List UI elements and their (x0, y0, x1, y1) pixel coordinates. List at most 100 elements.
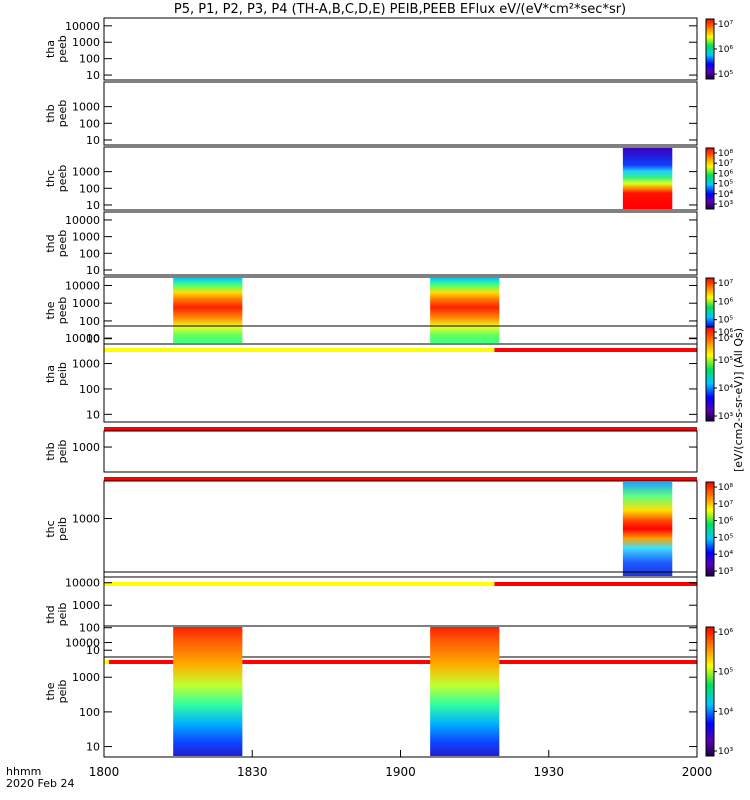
y-tick-label: 1000 (72, 441, 100, 454)
panel-frame (103, 480, 698, 578)
y-tick-label: 10 (86, 69, 100, 82)
colorbar-tick-label: 10⁸ (718, 149, 733, 159)
colorbar-tick-label: 10⁵ (718, 70, 733, 80)
x-tick-label: 1830 (237, 765, 268, 779)
panel-label: thbpeib (44, 440, 69, 464)
y-tick-label: 100 (79, 383, 100, 396)
panel-label: thdpeib (44, 603, 69, 627)
status-bar-segment (494, 348, 697, 352)
colorbar-tick-label: 10³ (718, 412, 733, 422)
panel-the-peib: 10000 1000 100 10 thepeib 10⁶ 10⁵ 10⁴ 10³ (44, 625, 733, 758)
y-tick-label: 1000 (72, 231, 100, 244)
spectrogram-block (173, 627, 243, 756)
y-tick-label: 10000 (65, 577, 100, 590)
y-tick-label: 1000 (72, 36, 100, 49)
y-tick-label: 100 (79, 247, 100, 260)
colorbar (705, 481, 715, 577)
colorbar-tick-label: 10⁴ (718, 334, 733, 344)
colorbar-tick-label: 10⁷ (718, 279, 733, 289)
panel-thd-peib: 10000 1000 100 10 thdpeib (44, 571, 698, 664)
figure-title: P5, P1, P2, P3, P4 (TH-A,B,C,D,E) PEIB,P… (174, 2, 626, 17)
colorbar-tick-label: 10⁶ (718, 297, 733, 307)
x-tick-label: 1930 (533, 765, 564, 779)
y-tick-label: 100 (79, 622, 100, 635)
panel-label: thapeeb (44, 35, 69, 63)
status-bar-segment (104, 582, 495, 586)
colorbar-tick-label: 10⁴ (718, 384, 733, 394)
y-tick-label: 10000 (65, 332, 100, 345)
y-tick-label: 100 (79, 53, 100, 66)
y-tick-label: 10 (86, 199, 100, 212)
time-axis: 1800 1830 1900 1930 2000 [eV/(cm2-s-sr-eV)] (… (89, 328, 745, 779)
panel-frame (103, 211, 698, 276)
panel-label: thepeib (44, 680, 69, 704)
panel-frame (103, 276, 698, 345)
y-tick-label: 1000 (72, 297, 100, 310)
y-tick-label: 10 (86, 644, 100, 657)
panel-thb-peeb: 1000 100 10 thbpeeb (44, 81, 698, 147)
colorbar-tick-label: 10⁷ (718, 500, 733, 510)
x-tick-label: 2000 (682, 765, 713, 779)
colorbar-tick-label: 10⁴ (718, 707, 733, 717)
status-bar-segment (104, 427, 697, 431)
colorbar-label: [eV/(cm2-s-sr-eV)] (All Qs) (732, 328, 745, 472)
colorbar-tick-label: 10⁵ (718, 356, 733, 366)
y-tick-label: 10 (86, 333, 100, 346)
panel-label: thbpeeb (44, 100, 69, 128)
colorbar-tick-label: 10³ (718, 747, 733, 757)
colorbar-tick-label: 10⁶ (718, 45, 733, 55)
status-bar-segment (104, 348, 495, 352)
panel-frame (103, 81, 698, 146)
y-tick-label: 100 (79, 706, 100, 719)
spectrogram-block (430, 278, 500, 343)
colorbar-tick-label: 10⁵ (718, 316, 733, 326)
panel-label: thdpeeb (44, 230, 69, 258)
panel-label: thapeib (44, 362, 69, 386)
status-bar-segment (104, 660, 109, 664)
colorbar-tick-label: 10⁴ (718, 190, 733, 200)
y-tick-label: 1000 (72, 671, 100, 684)
colorbar-tick-label: 10⁵ (718, 180, 733, 190)
time-unit-label: hhmm (6, 765, 41, 778)
colorbar (705, 326, 715, 422)
y-tick-label: 10000 (65, 214, 100, 227)
spectrogram-block (430, 627, 500, 756)
y-tick-label: 1000 (72, 166, 100, 179)
y-tick-label: 10000 (65, 20, 100, 33)
y-tick-label: 10000 (65, 637, 100, 650)
colorbar-tick-label: 10⁵ (718, 533, 733, 543)
colorbar (705, 626, 715, 757)
x-tick-label: 1800 (89, 765, 120, 779)
y-tick-label: 100 (79, 315, 100, 328)
panel-the-peeb: 10000 1000 100 10 thepeeb 10⁷ 10⁶ 10⁵ 10⁴ (44, 276, 733, 352)
y-tick-label: 10 (86, 408, 100, 421)
colorbar-tick-label: 10⁵ (718, 668, 733, 678)
status-bar-segment (104, 477, 697, 481)
y-tick-label: 10 (86, 134, 100, 147)
y-tick-label: 10 (86, 264, 100, 277)
panel-group: 10000100010010thapeeb10⁷10⁶10⁵100010010t… (44, 17, 733, 758)
colorbar-tick-label: 10⁸ (718, 483, 733, 493)
colorbar-tick-label: 10⁶ (718, 628, 733, 638)
panel-tha-peeb: 10000 1000 100 10 thapeeb 10⁷ 10⁶ 10⁵ (44, 17, 733, 82)
panel-frame (103, 325, 698, 423)
y-tick-label: 1000 (72, 513, 100, 526)
spectrogram-block (622, 148, 673, 209)
colorbar-tick-label: 10⁴ (718, 550, 733, 560)
colorbar-tick-label: 10⁶ (718, 169, 733, 179)
status-bar-segment (108, 660, 698, 664)
y-tick-label: 100 (79, 117, 100, 130)
panel-frame (103, 146, 698, 211)
panel-label: thcpeeb (44, 165, 69, 193)
colorbar-tick-label: 10⁷ (718, 20, 733, 30)
colorbar-tick-label: 10³ (718, 200, 733, 210)
y-tick-label: 1000 (72, 101, 100, 114)
panel-label: thepeeb (44, 297, 69, 325)
colorbar-tick-label: 10⁶ (718, 328, 733, 338)
date-label: 2020 Feb 24 (6, 777, 74, 790)
y-tick-label: 10 (86, 741, 100, 754)
